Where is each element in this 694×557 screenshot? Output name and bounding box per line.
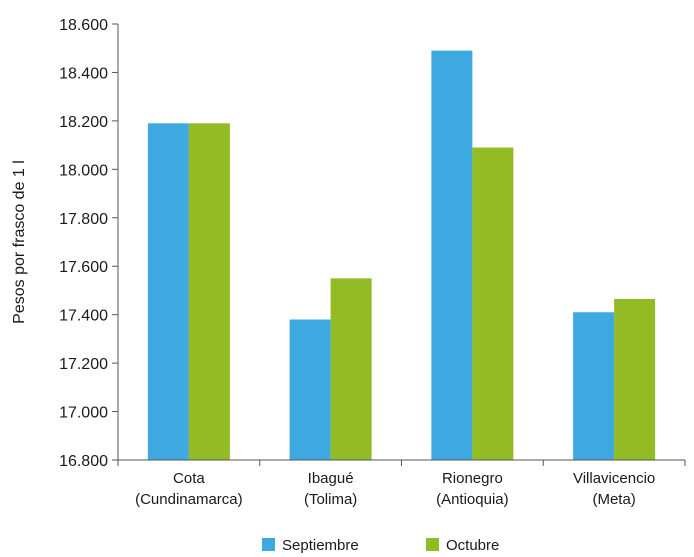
y-tick-label: 16.800: [59, 453, 108, 470]
bar-octubre-2: [330, 278, 372, 460]
legend: Septiembre Octubre: [262, 537, 499, 554]
category-label: Rionegro: [442, 470, 503, 487]
category-label: Villavicencio: [573, 470, 655, 487]
category-label: (Cundinamarca): [135, 491, 243, 508]
bar-septiembre-1: [147, 123, 189, 461]
y-tick-label: 18.200: [59, 114, 108, 131]
y-tick-label: 18.000: [59, 162, 108, 179]
legend-swatch-octubre: [426, 538, 439, 551]
y-tick-label: 17.000: [59, 405, 108, 422]
legend-swatch-septiembre: [262, 538, 275, 551]
category-label: Cota: [173, 470, 205, 487]
category-label: (Meta): [592, 491, 635, 508]
bar-septiembre-2: [289, 319, 331, 460]
legend-label-septiembre: Septiembre: [282, 537, 359, 554]
y-tick-label: 18.400: [59, 65, 108, 82]
category-label: (Tolima): [304, 491, 357, 508]
bar-octubre-3: [472, 147, 514, 461]
category-label: Ibagué: [308, 470, 354, 487]
y-axis-title: Pesos por frasco de 1 l: [11, 160, 28, 324]
category-labels: Cota (Cundinamarca) Ibagué (Tolima) Rionegro…: [135, 470, 655, 508]
axes: [117, 24, 686, 466]
y-tick-label: 17.200: [59, 356, 108, 373]
y-tick-label: 17.800: [59, 211, 108, 228]
bar-septiembre-4: [573, 312, 615, 460]
bar-octubre-4: [614, 298, 656, 460]
bars: [147, 50, 656, 461]
legend-label-octubre: Octubre: [446, 537, 499, 554]
bar-octubre-1: [188, 123, 230, 461]
y-axis-ticks: 16.800 17.000 17.200 17.400 17.600 17.800 18.0…: [59, 17, 118, 470]
y-tick-label: 18.600: [59, 17, 108, 34]
category-label: (Antioquia): [436, 491, 509, 508]
y-tick-label: 17.600: [59, 259, 108, 276]
y-tick-label: 17.400: [59, 308, 108, 325]
bar-septiembre-3: [431, 50, 473, 461]
